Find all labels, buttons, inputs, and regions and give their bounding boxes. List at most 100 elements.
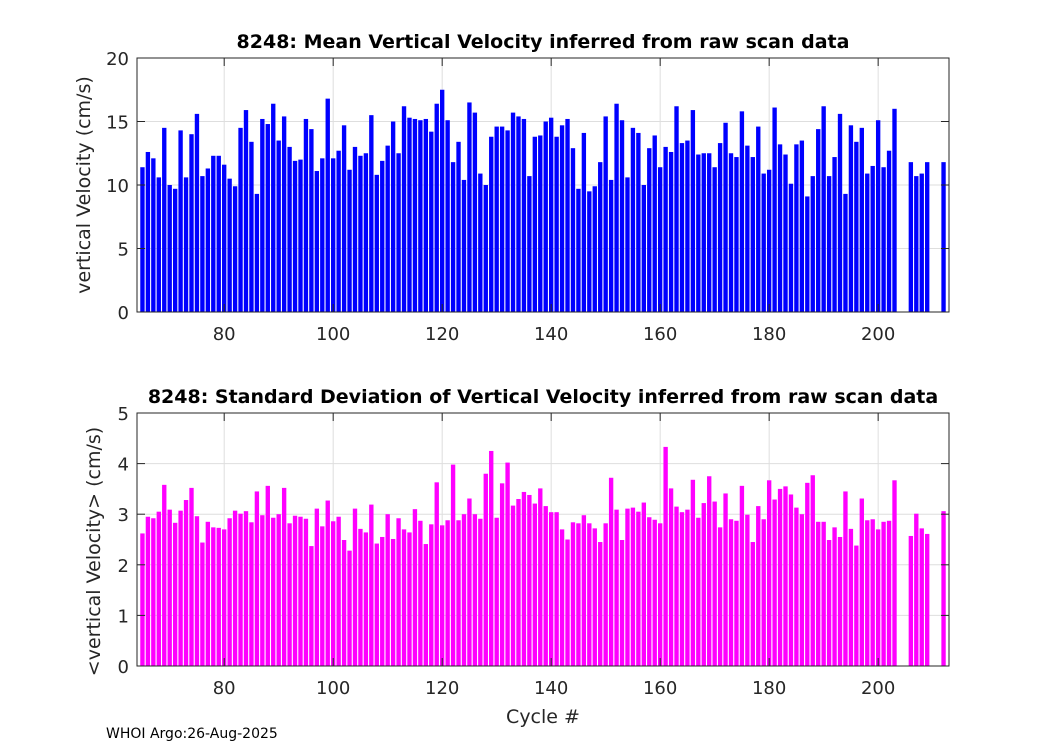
bar	[625, 177, 630, 312]
bar	[674, 506, 679, 666]
bar	[380, 536, 385, 666]
bar	[385, 145, 390, 312]
bar	[380, 160, 385, 312]
bar	[734, 157, 739, 312]
bar	[200, 176, 205, 312]
chart-title: 8248: Standard Deviation of Vertical Vel…	[148, 386, 938, 408]
y-tick-label: 0	[118, 657, 129, 678]
x-tick-label: 100	[316, 324, 350, 345]
y-tick-label: 10	[106, 176, 129, 197]
bar	[717, 527, 723, 666]
bar	[281, 116, 287, 312]
bar	[608, 179, 614, 312]
x-tick-label: 80	[213, 324, 236, 345]
bar	[352, 146, 358, 312]
y-tick-label: 0	[118, 303, 129, 324]
bar	[761, 173, 766, 312]
bar	[265, 124, 270, 312]
bar	[696, 517, 701, 666]
bar	[145, 151, 151, 312]
bar	[358, 155, 363, 312]
bar	[647, 148, 652, 312]
bar	[249, 141, 254, 312]
y-tick-label: 15	[106, 113, 129, 134]
bar	[352, 508, 358, 666]
bar	[429, 131, 434, 312]
x-tick-label: 200	[861, 678, 895, 699]
bar	[619, 120, 625, 312]
std-velocity-chart: 80 100 120 140 160 180 200 0 1 2 3 4 5 8248: Standar…	[83, 386, 950, 728]
bar	[821, 521, 826, 666]
bar	[341, 540, 347, 666]
bar	[805, 482, 810, 666]
bar	[712, 501, 717, 666]
bar	[554, 136, 559, 312]
bar	[363, 532, 369, 666]
bar	[816, 129, 821, 312]
bar	[211, 527, 216, 666]
bar	[783, 154, 788, 312]
bar	[162, 127, 167, 312]
bar	[892, 108, 897, 312]
bar	[707, 476, 712, 666]
bar	[543, 506, 548, 666]
bar	[777, 144, 783, 312]
x-tick-label: 160	[643, 324, 677, 345]
bar	[461, 514, 467, 666]
bar	[287, 146, 292, 312]
bar	[461, 179, 467, 312]
bar	[603, 523, 608, 666]
bar	[510, 112, 516, 312]
bar	[238, 513, 243, 666]
bar	[516, 499, 521, 666]
bar	[728, 153, 734, 312]
bar	[478, 518, 483, 666]
bar	[723, 493, 728, 666]
bar	[636, 511, 641, 666]
bar	[608, 477, 614, 666]
bar	[832, 527, 837, 666]
bar	[243, 110, 249, 312]
bar	[276, 140, 281, 312]
x-tick-label: 140	[534, 678, 568, 699]
bar	[794, 144, 799, 312]
bar	[565, 539, 570, 666]
bar	[363, 153, 369, 312]
bar	[570, 148, 576, 312]
bar	[756, 506, 761, 666]
bar	[788, 183, 794, 312]
bar	[766, 480, 772, 666]
y-tick-label: 3	[118, 505, 129, 526]
x-tick-label: 120	[425, 678, 459, 699]
x-tick-label: 80	[213, 678, 236, 699]
bar	[832, 157, 837, 312]
bar	[886, 520, 892, 666]
bar	[499, 483, 505, 666]
chart-title: 8248: Mean Vertical Velocity inferred fr…	[237, 31, 850, 53]
bar	[576, 188, 581, 312]
bar	[636, 132, 641, 312]
bar	[494, 126, 499, 312]
bar	[674, 106, 679, 312]
bar	[423, 118, 429, 313]
bar	[325, 500, 330, 666]
bar	[538, 488, 543, 666]
bar	[739, 485, 745, 666]
bar	[690, 110, 696, 312]
bar	[925, 162, 930, 312]
bar	[881, 521, 886, 666]
bar	[189, 487, 194, 666]
bar	[570, 522, 576, 666]
bar	[734, 520, 739, 666]
bar	[908, 162, 914, 312]
x-tick-label: 140	[534, 324, 568, 345]
bar	[309, 546, 314, 666]
bar	[581, 132, 587, 312]
y-tick-label: 2	[118, 556, 129, 577]
bar	[341, 125, 347, 312]
bar	[614, 103, 619, 312]
bar	[652, 135, 657, 312]
bar	[647, 517, 652, 666]
bar	[881, 167, 886, 312]
bar	[679, 143, 685, 312]
